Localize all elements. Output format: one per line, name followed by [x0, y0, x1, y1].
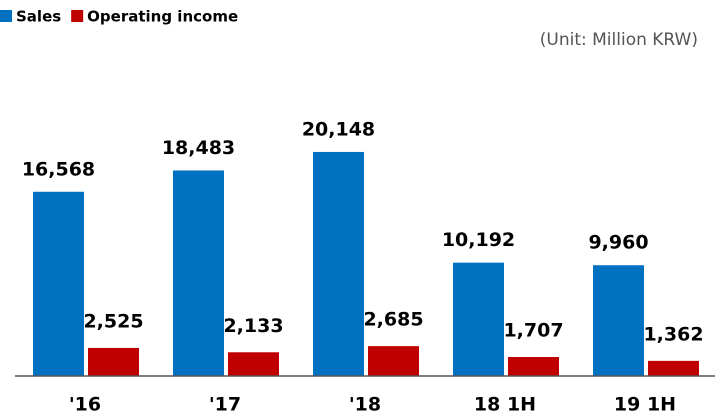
bar	[648, 360, 699, 376]
data-label: 2,133	[223, 315, 283, 337]
data-label: 9,960	[588, 232, 648, 254]
data-label: 10,192	[442, 229, 515, 251]
bar	[453, 262, 504, 376]
legend-label: Operating income	[87, 8, 238, 26]
bar	[313, 151, 364, 376]
data-label: 2,525	[83, 310, 143, 332]
bar	[88, 347, 139, 376]
bar	[368, 346, 419, 376]
unit-annotation: (Unit: Million KRW)	[540, 30, 698, 50]
bar	[33, 191, 84, 376]
data-label: 18,483	[162, 137, 235, 159]
x-tick-label: '17	[209, 394, 241, 416]
legend-label: Sales	[16, 8, 61, 26]
x-tick-label: '16	[69, 394, 101, 416]
data-label: 16,568	[22, 158, 95, 180]
data-label: 1,707	[503, 320, 563, 342]
bar	[173, 170, 224, 376]
x-tick-label: 18 1H	[474, 394, 536, 416]
legend-swatch	[0, 10, 12, 22]
x-tick-label: '18	[349, 394, 381, 416]
x-tick-label: 19 1H	[614, 394, 676, 416]
bar	[593, 265, 644, 376]
bar	[508, 357, 559, 376]
data-label: 20,148	[302, 118, 375, 140]
legend-swatch	[71, 10, 84, 22]
data-label: 1,362	[643, 323, 703, 345]
bar	[228, 352, 279, 376]
data-label: 2,685	[363, 309, 423, 331]
